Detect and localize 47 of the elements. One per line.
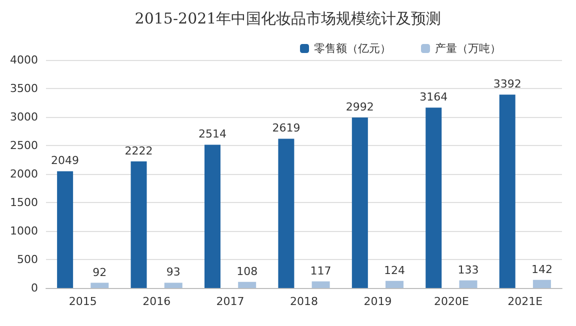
x-tick-label: 2017 (216, 295, 244, 308)
legend-label: 产量（万吨） (435, 42, 501, 55)
y-tick-label: 4000 (10, 54, 38, 66)
y-tick-label: 1500 (10, 196, 38, 209)
bar (499, 94, 516, 288)
y-tick-label: 1000 (10, 224, 38, 238)
data-label: 93 (166, 266, 180, 279)
x-tick-label: 2018 (290, 295, 318, 308)
x-tick-label: 2015 (68, 295, 97, 308)
bar (130, 161, 147, 288)
bar (57, 171, 74, 288)
x-tick-label: 2019 (364, 295, 392, 308)
data-label: 117 (310, 264, 332, 278)
data-label: 133 (458, 263, 479, 276)
bar (90, 282, 109, 288)
bar (238, 282, 256, 288)
data-label: 2514 (198, 128, 226, 141)
data-label: 3164 (420, 90, 448, 104)
data-label: 2992 (346, 100, 374, 114)
data-label: 124 (384, 264, 406, 277)
bar (164, 282, 182, 288)
y-tick-label: 3500 (10, 82, 38, 95)
data-label: 2619 (272, 122, 300, 135)
bar (204, 144, 220, 288)
x-tick-label: 2020E (434, 295, 469, 308)
data-label: 2222 (124, 144, 153, 158)
bar (352, 117, 368, 288)
y-tick-label: 2500 (10, 139, 38, 152)
y-tick-label: 0 (31, 282, 38, 294)
y-tick-label: 2000 (10, 168, 38, 180)
bar (532, 280, 551, 288)
data-label: 3392 (493, 78, 522, 91)
y-tick-label: 500 (17, 253, 38, 266)
data-label: 92 (92, 266, 107, 279)
bar (459, 280, 478, 288)
data-label: 2049 (51, 154, 80, 168)
bar (386, 280, 404, 288)
data-label: 142 (531, 262, 552, 276)
bar (278, 138, 294, 288)
y-tick-label: 3000 (10, 110, 38, 124)
chart-title: 2015-2021年中国化妆品市场规模统计及预测 (134, 10, 442, 28)
data-label: 108 (236, 264, 258, 278)
x-tick-label: 2016 (142, 295, 171, 308)
legend-label: 零售额（亿元） (314, 42, 391, 55)
bar (312, 281, 330, 288)
x-tick-label: 2021E (508, 295, 543, 308)
bar (426, 108, 442, 288)
